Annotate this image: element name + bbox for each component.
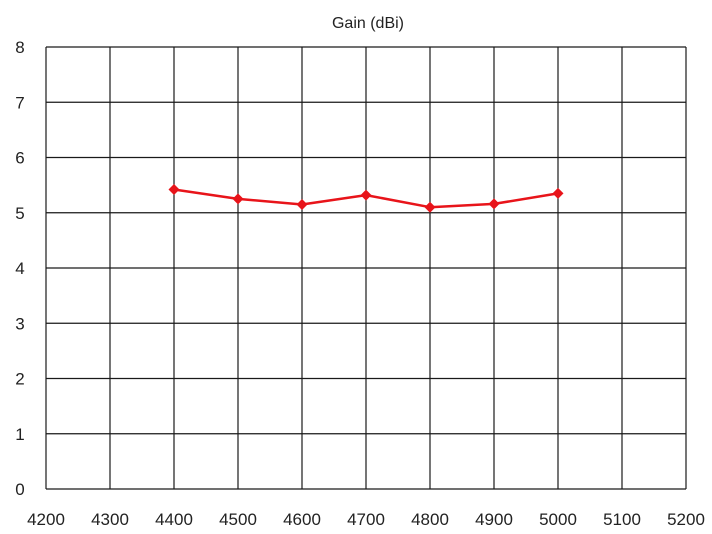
y-tick-label: 6 xyxy=(15,149,24,168)
x-tick-label: 4300 xyxy=(91,510,129,529)
data-point-marker xyxy=(488,198,500,210)
data-point-marker xyxy=(296,199,308,210)
x-tick-label: 4500 xyxy=(219,510,257,529)
data-point-marker xyxy=(168,184,180,195)
x-tick-label: 4800 xyxy=(411,510,449,529)
data-point-marker xyxy=(360,189,372,201)
y-tick-label: 5 xyxy=(15,204,24,223)
y-tick-label: 8 xyxy=(15,38,24,57)
x-tick-label: 5200 xyxy=(667,510,705,529)
x-axis-ticks: 4200 4300 4400 4500 4600 4700 4800 4900 5000 5100… xyxy=(27,510,705,529)
data-point-marker xyxy=(232,193,244,205)
data-point-marker xyxy=(552,187,564,199)
y-axis-ticks: 0 1 2 3 4 5 6 7 8 xyxy=(15,38,24,499)
y-tick-label: 4 xyxy=(15,259,24,278)
y-tick-label: 3 xyxy=(15,314,24,333)
y-tick-label: 0 xyxy=(15,480,24,499)
y-tick-label: 1 xyxy=(15,425,24,444)
series-group xyxy=(168,184,564,213)
chart-title: Gain (dBi) xyxy=(332,15,404,32)
x-tick-label: 4600 xyxy=(283,510,321,529)
x-tick-label: 4200 xyxy=(27,510,65,529)
x-tick-label: 4400 xyxy=(155,510,193,529)
y-tick-label: 2 xyxy=(15,370,24,389)
data-point-marker xyxy=(424,201,436,213)
y-tick-label: 7 xyxy=(15,93,24,112)
x-tick-label: 5100 xyxy=(603,510,641,529)
x-tick-label: 4700 xyxy=(347,510,385,529)
grid xyxy=(45,46,687,490)
x-tick-label: 4900 xyxy=(475,510,513,529)
x-tick-label: 5000 xyxy=(539,510,577,529)
